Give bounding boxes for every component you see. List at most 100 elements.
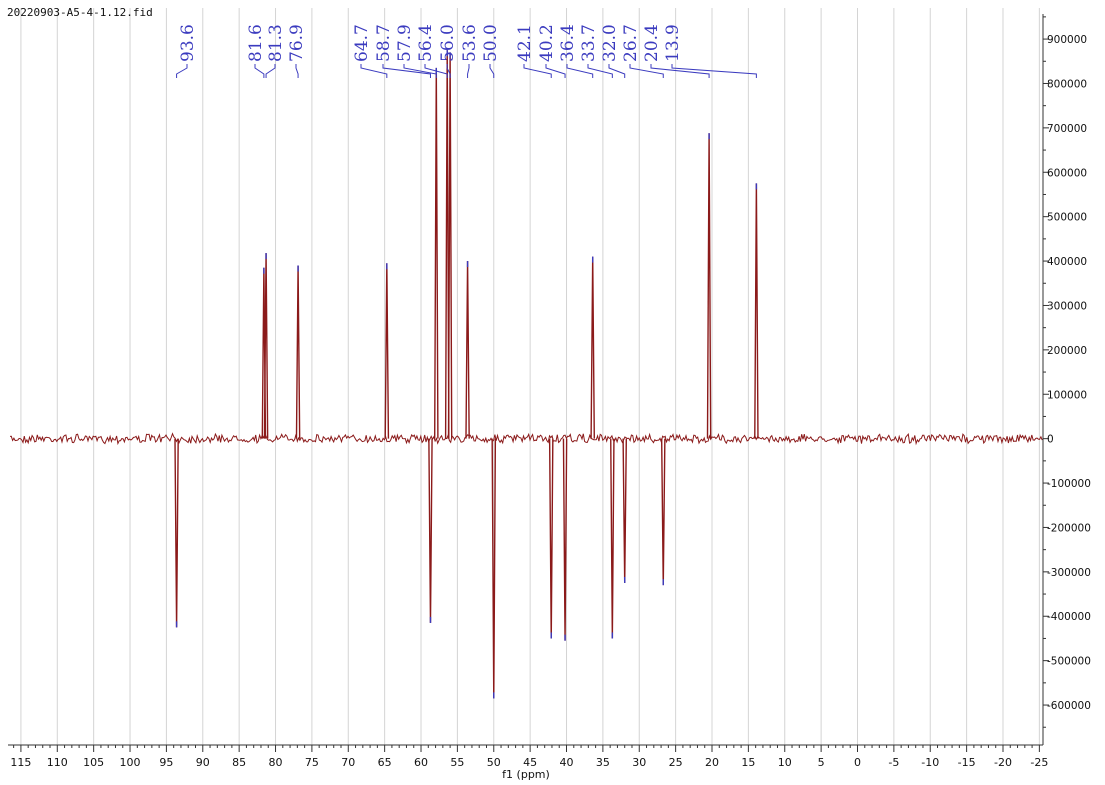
peak-label: 57.9: [395, 24, 415, 62]
spectrum-peak: [384, 263, 390, 439]
y-tick-label: -100000: [1047, 478, 1091, 490]
x-tick-label: 85: [232, 756, 246, 769]
spectrum-peak: [444, 50, 450, 439]
baseline-noise: [9, 432, 1043, 446]
peak-label: 32.0: [600, 24, 620, 62]
spectrum-trace-group: [9, 50, 1043, 699]
y-tick-label: -400000: [1047, 611, 1091, 623]
peak-label: 26.7: [621, 24, 641, 62]
peak-label: 13.9: [663, 24, 683, 62]
y-tick-label: 800000: [1047, 78, 1087, 90]
peak-label-connector: [382, 64, 431, 78]
x-tick-label: 60: [414, 756, 428, 769]
spectrum-peak: [263, 253, 269, 439]
x-tick-label: 50: [487, 756, 501, 769]
y-tick-label: 100000: [1047, 389, 1087, 401]
peak-label-connector: [360, 64, 388, 78]
gridlines: [20, 8, 1040, 745]
peak-label: 81.3: [266, 24, 286, 62]
peak-label-connector: [446, 64, 451, 78]
y-tick-label: -300000: [1047, 567, 1091, 579]
y-tick-label: 900000: [1047, 34, 1087, 46]
x-tick-label: 20: [705, 756, 719, 769]
spectrum-peak: [433, 67, 439, 439]
x-tick-label: 15: [741, 756, 755, 769]
peak-label-connector: [403, 64, 437, 78]
spectrum-peak: [590, 256, 595, 439]
x-tick-label: 95: [159, 756, 173, 769]
peak-label: 76.9: [287, 24, 307, 62]
spectrum-peak: [622, 438, 628, 583]
peak-label-connector: [608, 64, 626, 78]
x-tick-label: 105: [83, 756, 104, 769]
y-tick-label: 300000: [1047, 300, 1087, 312]
y-tick-label: 500000: [1047, 212, 1087, 224]
spectrum-peak: [447, 52, 453, 439]
x-tick-label: 75: [305, 756, 319, 769]
peak-label: 56.4: [416, 24, 436, 62]
peak-label: 93.6: [178, 24, 198, 62]
x-tick-label: 65: [378, 756, 392, 769]
spectrum-peak: [548, 438, 554, 639]
y-tick-label: 700000: [1047, 123, 1087, 135]
x-tick-label: 70: [341, 756, 355, 769]
x-tick-label: 30: [632, 756, 646, 769]
x-tick-label: -25: [1030, 756, 1048, 769]
spectrum-peak: [660, 438, 666, 586]
x-tick-label: 5: [818, 756, 825, 769]
spectrum-peak: [706, 133, 712, 439]
peak-label-connector: [629, 64, 664, 78]
x-tick-label: -15: [958, 756, 976, 769]
peak-label-connector: [489, 64, 495, 78]
y-tick-label: 400000: [1047, 256, 1087, 268]
spectrum-peak: [610, 438, 615, 639]
x-axis-label: f1 (ppm): [502, 768, 550, 781]
x-tick-label: 40: [560, 756, 574, 769]
chart-title: 20220903-A5-4-1.12.fid: [7, 6, 153, 19]
x-tick-label: -20: [994, 756, 1012, 769]
y-tick-label: -600000: [1047, 700, 1091, 712]
peak-label-connector: [176, 64, 188, 78]
peak-label-connector: [295, 64, 299, 78]
x-tick-label: -5: [888, 756, 899, 769]
x-tick-label: 55: [450, 756, 464, 769]
y-axis-ticks: 900000 800000 700000 600000 500000 400000 3000…: [1043, 16, 1091, 728]
axes: [8, 14, 1044, 746]
peak-label-connector: [671, 64, 757, 78]
peak-label-connector: [523, 64, 552, 78]
peak-label-connector: [650, 64, 710, 78]
peak-label: 20.4: [642, 24, 662, 62]
y-tick-label: -500000: [1047, 656, 1091, 668]
x-tick-label: 10: [778, 756, 792, 769]
peak-label: 53.6: [460, 24, 480, 62]
x-tick-label: 90: [196, 756, 210, 769]
peak-label: 33.7: [579, 24, 599, 62]
x-tick-label: 110: [47, 756, 68, 769]
x-tick-label: 115: [10, 756, 31, 769]
x-tick-label: 80: [269, 756, 283, 769]
peak-labels: 93.6 81.6 81.3 76.9 64.7 58.7 57.9 56.4 56.0 53.6…: [178, 24, 683, 62]
x-tick-label: 100: [120, 756, 141, 769]
x-axis-ticks: 115 110 105 100 95 90 85 80 75 70 65 60 55 50 45 40 35 30…: [10, 745, 1048, 769]
peak-label-connector: [545, 64, 566, 78]
y-tick-label: 600000: [1047, 167, 1087, 179]
spectrum-peak: [174, 438, 179, 628]
x-tick-label: 45: [523, 756, 537, 769]
spectrum-peak: [465, 261, 470, 439]
peak-label-connector: [265, 64, 276, 78]
peak-label-connector: [566, 64, 594, 78]
peak-label: 64.7: [352, 24, 372, 62]
x-tick-label: 25: [669, 756, 683, 769]
peak-label: 42.1: [515, 24, 535, 62]
peak-label-connector: [467, 64, 470, 78]
peak-label: 36.4: [558, 24, 578, 62]
x-tick-label: -10: [921, 756, 939, 769]
spectrum-peak: [295, 265, 301, 439]
peak-label: 40.2: [537, 24, 557, 62]
peak-label: 56.0: [438, 24, 458, 62]
y-tick-label: 0: [1047, 434, 1054, 446]
peak-label-connectors: [176, 64, 757, 78]
peak-label: 50.0: [481, 24, 501, 62]
peak-label: 81.6: [246, 24, 266, 62]
